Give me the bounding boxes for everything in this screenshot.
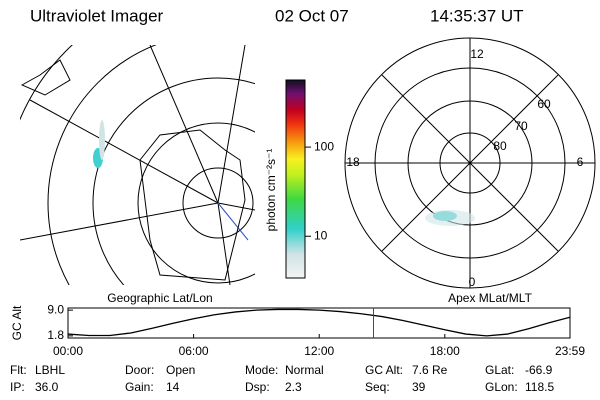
mlt-label: 12 bbox=[470, 47, 484, 61]
orbit-frame bbox=[67, 307, 571, 339]
colorbar bbox=[285, 79, 306, 279]
field-label: IP: bbox=[10, 380, 25, 394]
x-tick-label: 18:00 bbox=[430, 344, 460, 358]
lat-label: 80 bbox=[493, 139, 507, 153]
x-tick-label: 23:59 bbox=[555, 344, 585, 358]
colorbar-tick-label: 10 bbox=[314, 228, 328, 242]
y-tick-label: 9.0 bbox=[47, 302, 64, 316]
x-tick-label: 12:00 bbox=[304, 344, 334, 358]
x-tick-label: 00:00 bbox=[53, 344, 83, 358]
left-map bbox=[20, 45, 255, 285]
field-label: Door: bbox=[125, 363, 154, 377]
field-value: 14 bbox=[166, 380, 180, 394]
field-value: 7.6 Re bbox=[412, 363, 448, 377]
mlt-label: 6 bbox=[577, 155, 584, 169]
field-label: GC Alt: bbox=[365, 363, 403, 377]
mlt-label: 18 bbox=[346, 155, 360, 169]
field-value: 118.5 bbox=[525, 380, 554, 394]
date: 02 Oct 07 bbox=[275, 6, 349, 25]
lat-label: 60 bbox=[537, 97, 551, 111]
colorbar-label: photon cm⁻²s⁻¹ bbox=[264, 149, 278, 232]
left-caption: Geographic Lat/Lon bbox=[107, 291, 212, 305]
field-label: Seq: bbox=[365, 380, 390, 394]
altitude-line bbox=[67, 308, 571, 337]
field-label: Mode: bbox=[245, 363, 278, 377]
time: 14:35:37 UT bbox=[430, 6, 524, 25]
right-map: 12 6 0 18 60 70 80 bbox=[344, 37, 596, 289]
field-value: Open bbox=[166, 363, 195, 377]
field-label: Dsp: bbox=[245, 380, 270, 394]
field-value: LBHL bbox=[35, 363, 65, 377]
colorbar-tick-label: 100 bbox=[314, 139, 334, 153]
right-caption: Apex MLat/MLT bbox=[448, 291, 532, 305]
field-value: 36.0 bbox=[35, 380, 59, 394]
y-tick-label: 1.8 bbox=[47, 328, 64, 342]
field-label: GLon: bbox=[485, 380, 518, 394]
field-value: 2.3 bbox=[285, 380, 302, 394]
field-value: Normal bbox=[285, 363, 324, 377]
field-value: 39 bbox=[412, 380, 426, 394]
title: Ultraviolet Imager bbox=[30, 6, 164, 25]
field-label: Gain: bbox=[125, 380, 154, 394]
lat-label: 70 bbox=[514, 119, 528, 133]
x-tick-label: 06:00 bbox=[179, 344, 209, 358]
field-label: Flt: bbox=[10, 363, 27, 377]
field-label: GLat: bbox=[485, 363, 514, 377]
mlt-label: 0 bbox=[469, 275, 476, 289]
y-axis-label: GC Alt bbox=[10, 305, 24, 340]
field-value: -66.9 bbox=[525, 363, 553, 377]
